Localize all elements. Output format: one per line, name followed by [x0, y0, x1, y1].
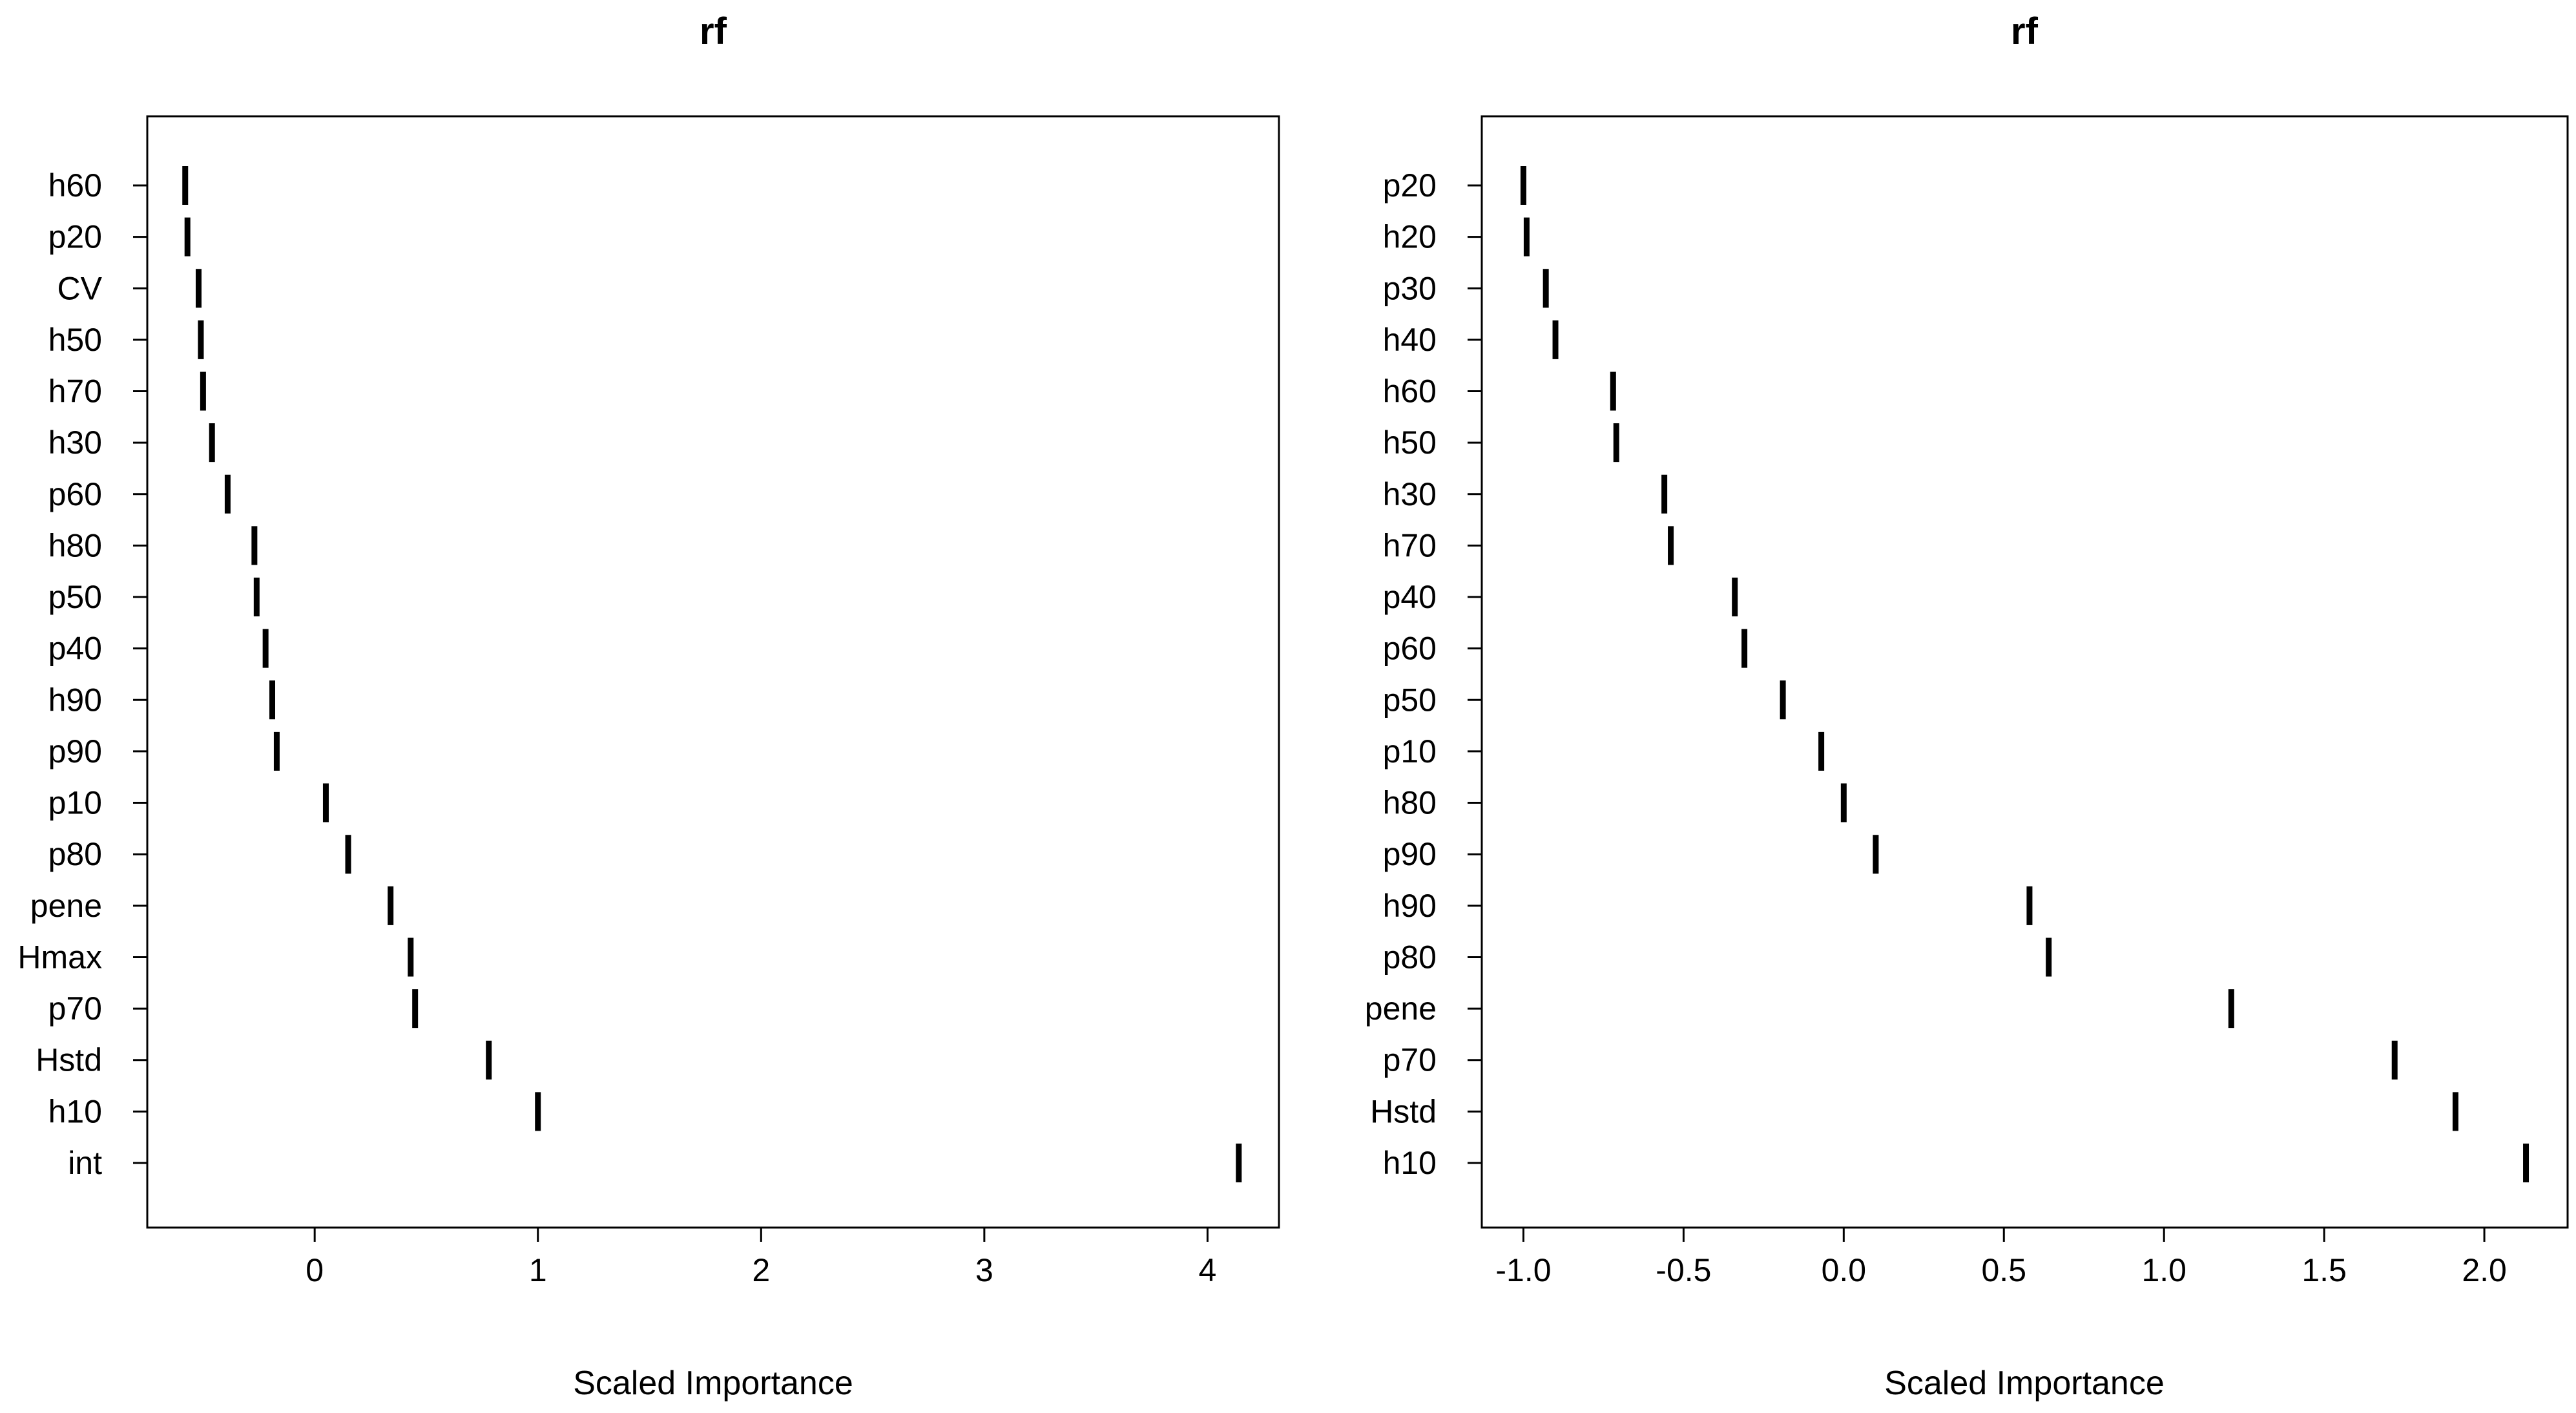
y-tick-label: p90	[48, 733, 102, 769]
chart-title: rf	[2011, 10, 2039, 52]
y-tick-label: h20	[1383, 219, 1437, 255]
y-tick-label: h70	[48, 373, 102, 410]
y-tick-label: h10	[48, 1093, 102, 1129]
y-tick-label: p50	[1383, 682, 1437, 718]
x-axis-label: Scaled Importance	[573, 1365, 853, 1402]
y-tick-label: h60	[1383, 373, 1437, 410]
y-tick-label: p40	[48, 631, 102, 667]
x-tick-label: 1	[529, 1252, 547, 1288]
y-tick-label: p80	[48, 836, 102, 872]
y-tick-label: p70	[1383, 1042, 1437, 1078]
x-tick-label: -1.0	[1495, 1252, 1551, 1288]
x-tick-label: 0.0	[1822, 1252, 1867, 1288]
y-tick-label: p80	[1383, 939, 1437, 975]
y-tick-label: pene	[30, 888, 102, 924]
y-tick-label: h50	[1383, 424, 1437, 461]
y-tick-label: h30	[1383, 476, 1437, 512]
chart-title: rf	[700, 10, 727, 52]
y-tick-label: Hmax	[17, 939, 102, 975]
y-tick-label: Hstd	[36, 1042, 102, 1078]
y-tick-label: h90	[48, 682, 102, 718]
chart-panel-2: rf -1.0 -0.5 0.0 0.5 1.0 1.5 2.0 Scaled Importan…	[1365, 10, 2569, 1402]
y-tick-label: p10	[1383, 733, 1437, 769]
y-tick-label: p20	[1383, 167, 1437, 204]
y-tick-label: h30	[48, 424, 102, 461]
y-tick-label: p60	[1383, 631, 1437, 667]
y-tick-label: h60	[48, 167, 102, 204]
y-tick-label: h50	[48, 322, 102, 358]
x-tick-label: 0	[306, 1252, 324, 1288]
x-tick-label: 3	[975, 1252, 993, 1288]
y-tick-label: h10	[1383, 1145, 1437, 1181]
x-tick-label: 0.5	[1982, 1252, 2027, 1288]
x-axis-label: Scaled Importance	[1884, 1365, 2165, 1402]
x-tick-label: 2	[752, 1252, 770, 1288]
y-tick-label: p30	[1383, 270, 1437, 306]
y-tick-label: h90	[1383, 888, 1437, 924]
y-tick-label: h80	[1383, 785, 1437, 821]
x-tick-label: 2.0	[2462, 1252, 2507, 1288]
y-tick-label: p50	[48, 579, 102, 615]
y-tick-label: CV	[57, 270, 103, 306]
chart-panel-1: rf 0 1 2 3 4 Scaled Importance h60 p20 CV h50 h70 h3…	[17, 10, 1280, 1402]
y-tick-label: h80	[48, 527, 102, 563]
plot-frame	[146, 115, 1280, 1229]
x-tick-label: 1.0	[2141, 1252, 2186, 1288]
y-tick-label: p10	[48, 785, 102, 821]
x-tick-label: -0.5	[1656, 1252, 1711, 1288]
y-tick-label: h70	[1383, 527, 1437, 563]
y-tick-label: p90	[1383, 836, 1437, 872]
y-tick-label: p60	[48, 476, 102, 512]
y-tick-label: p20	[48, 219, 102, 255]
plot-frame	[1480, 115, 2569, 1229]
y-tick-label: pene	[1365, 990, 1437, 1027]
x-tick-label: 1.5	[2301, 1252, 2347, 1288]
y-tick-label: p70	[48, 990, 102, 1027]
x-tick-label: 4	[1199, 1252, 1217, 1288]
y-tick-label: p40	[1383, 579, 1437, 615]
y-tick-label: h40	[1383, 322, 1437, 358]
y-tick-label: int	[68, 1145, 102, 1181]
y-tick-label: Hstd	[1370, 1093, 1437, 1129]
